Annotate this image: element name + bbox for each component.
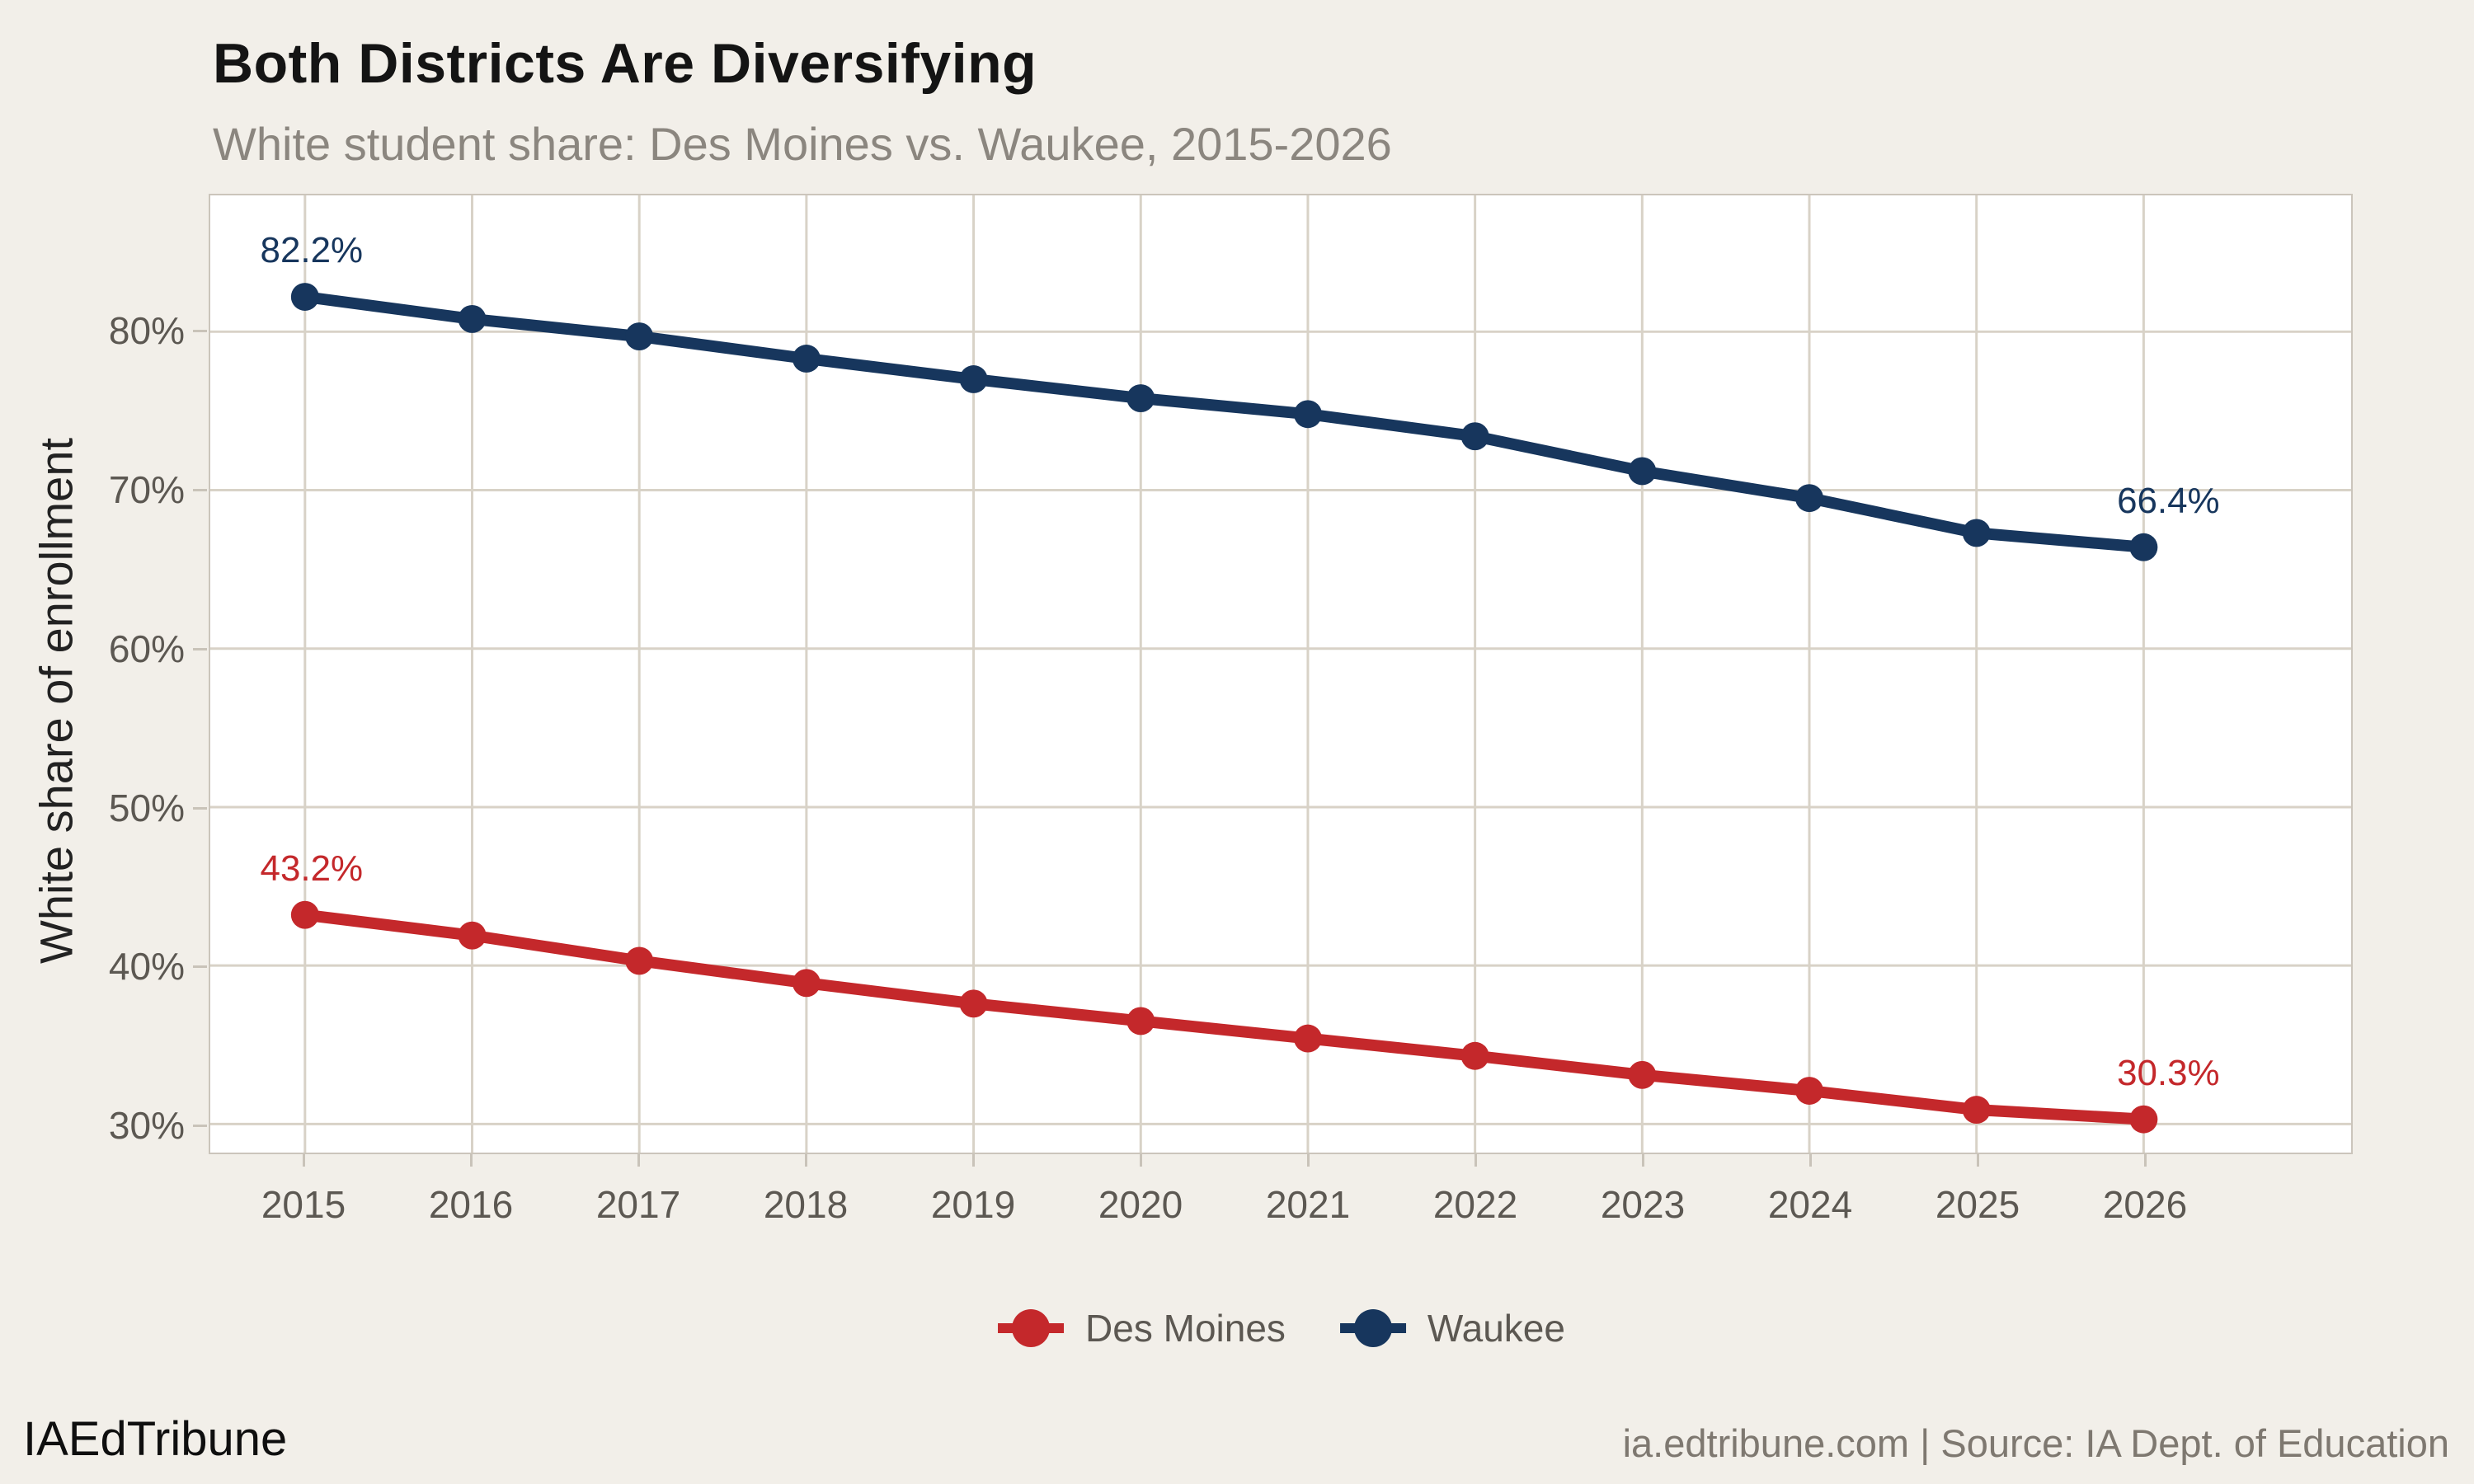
data-point [2129, 533, 2158, 561]
data-point-label: 43.2% [261, 848, 364, 889]
series-line-des-moines [299, 909, 2150, 1125]
data-point [792, 345, 821, 373]
x-tick-mark [2144, 1154, 2147, 1167]
x-tick-mark [1809, 1154, 1812, 1167]
data-point [1962, 519, 1991, 547]
data-point [1795, 484, 1823, 513]
data-point [458, 304, 487, 333]
x-tick-mark [1307, 1154, 1310, 1167]
data-point [290, 900, 319, 929]
data-point [1460, 422, 1489, 451]
data-point [1460, 1041, 1489, 1070]
y-tick-label: 40% [108, 945, 185, 989]
legend: Des Moines Waukee [996, 1305, 1565, 1351]
data-point [1293, 1024, 1322, 1053]
data-point [625, 946, 654, 975]
y-tick-mark [193, 647, 207, 650]
data-point [1628, 457, 1657, 486]
data-point [1962, 1096, 1991, 1125]
x-tick-label: 2020 [1098, 1183, 1183, 1226]
legend-item-waukee: Waukee [1338, 1305, 1565, 1351]
x-tick-mark [1475, 1154, 1477, 1167]
x-tick-label: 2018 [763, 1183, 849, 1226]
x-tick-label: 2015 [261, 1183, 346, 1226]
y-tick-label: 60% [108, 627, 185, 670]
y-tick-mark [193, 488, 207, 491]
legend-label-waukee: Waukee [1427, 1307, 1565, 1350]
data-point-label: 30.3% [2117, 1053, 2220, 1093]
data-point-label: 66.4% [2117, 481, 2220, 521]
y-axis-title: White share of enrollment [30, 437, 82, 965]
x-tick-mark [805, 1154, 807, 1167]
y-tick-mark [193, 329, 207, 332]
y-tick-mark [193, 806, 207, 810]
legend-item-des-moines: Des Moines [996, 1305, 1286, 1351]
y-tick-mark [193, 965, 207, 969]
waukee-line-marker-icon [1339, 1309, 1406, 1347]
plot-area: 43.2% 30.3% 82.2% 66.4% [209, 194, 2353, 1154]
data-point [290, 283, 319, 311]
x-tick-mark [303, 1154, 305, 1167]
x-tick-label: 2022 [1432, 1183, 1518, 1226]
data-point [959, 365, 988, 393]
data-point [1628, 1060, 1657, 1089]
x-tick-mark [1977, 1154, 1979, 1167]
x-tick-mark [470, 1154, 473, 1167]
chart-subtitle: White student share: Des Moines vs. Wauk… [213, 118, 1392, 170]
data-point [1293, 400, 1322, 429]
data-point [1126, 1007, 1155, 1036]
data-point [2129, 1105, 2158, 1134]
series-line-waukee [299, 291, 2150, 553]
x-tick-label: 2016 [428, 1183, 514, 1226]
x-tick-mark [1642, 1154, 1644, 1167]
des-moines-line-marker-icon [998, 1309, 1065, 1347]
y-tick-label: 50% [108, 786, 185, 829]
x-tick-label: 2017 [595, 1183, 681, 1226]
data-point [1795, 1077, 1823, 1105]
y-tick-label: 80% [108, 308, 185, 352]
data-point-label: 82.2% [261, 230, 364, 270]
x-tick-label: 2025 [1935, 1183, 2020, 1226]
y-tick-label: 30% [108, 1104, 185, 1148]
data-point [1126, 384, 1155, 412]
x-tick-label: 2026 [2102, 1183, 2188, 1226]
x-tick-mark [972, 1154, 975, 1167]
data-point [792, 969, 821, 998]
legend-label-des-moines: Des Moines [1085, 1307, 1286, 1350]
x-tick-label: 2023 [1600, 1183, 1686, 1226]
x-tick-label: 2021 [1265, 1183, 1351, 1226]
y-tick-mark [193, 1125, 207, 1128]
y-tick-label: 70% [108, 467, 185, 511]
data-point [458, 921, 487, 950]
data-point [625, 322, 654, 351]
x-tick-label: 2024 [1767, 1183, 1853, 1226]
x-tick-mark [1140, 1154, 1142, 1167]
chart-title: Both Districts Are Diversifying [213, 32, 1037, 95]
line-chart: 43.2% 30.3% 82.2% 66.4% [210, 195, 2351, 1153]
source-attribution: ia.edtribune.com | Source: IA Dept. of E… [1622, 1421, 2449, 1465]
x-tick-label: 2019 [930, 1183, 1016, 1226]
brand-logo-text: IAEdTribune [23, 1412, 288, 1466]
x-tick-mark [637, 1154, 640, 1167]
data-point [959, 989, 988, 1018]
